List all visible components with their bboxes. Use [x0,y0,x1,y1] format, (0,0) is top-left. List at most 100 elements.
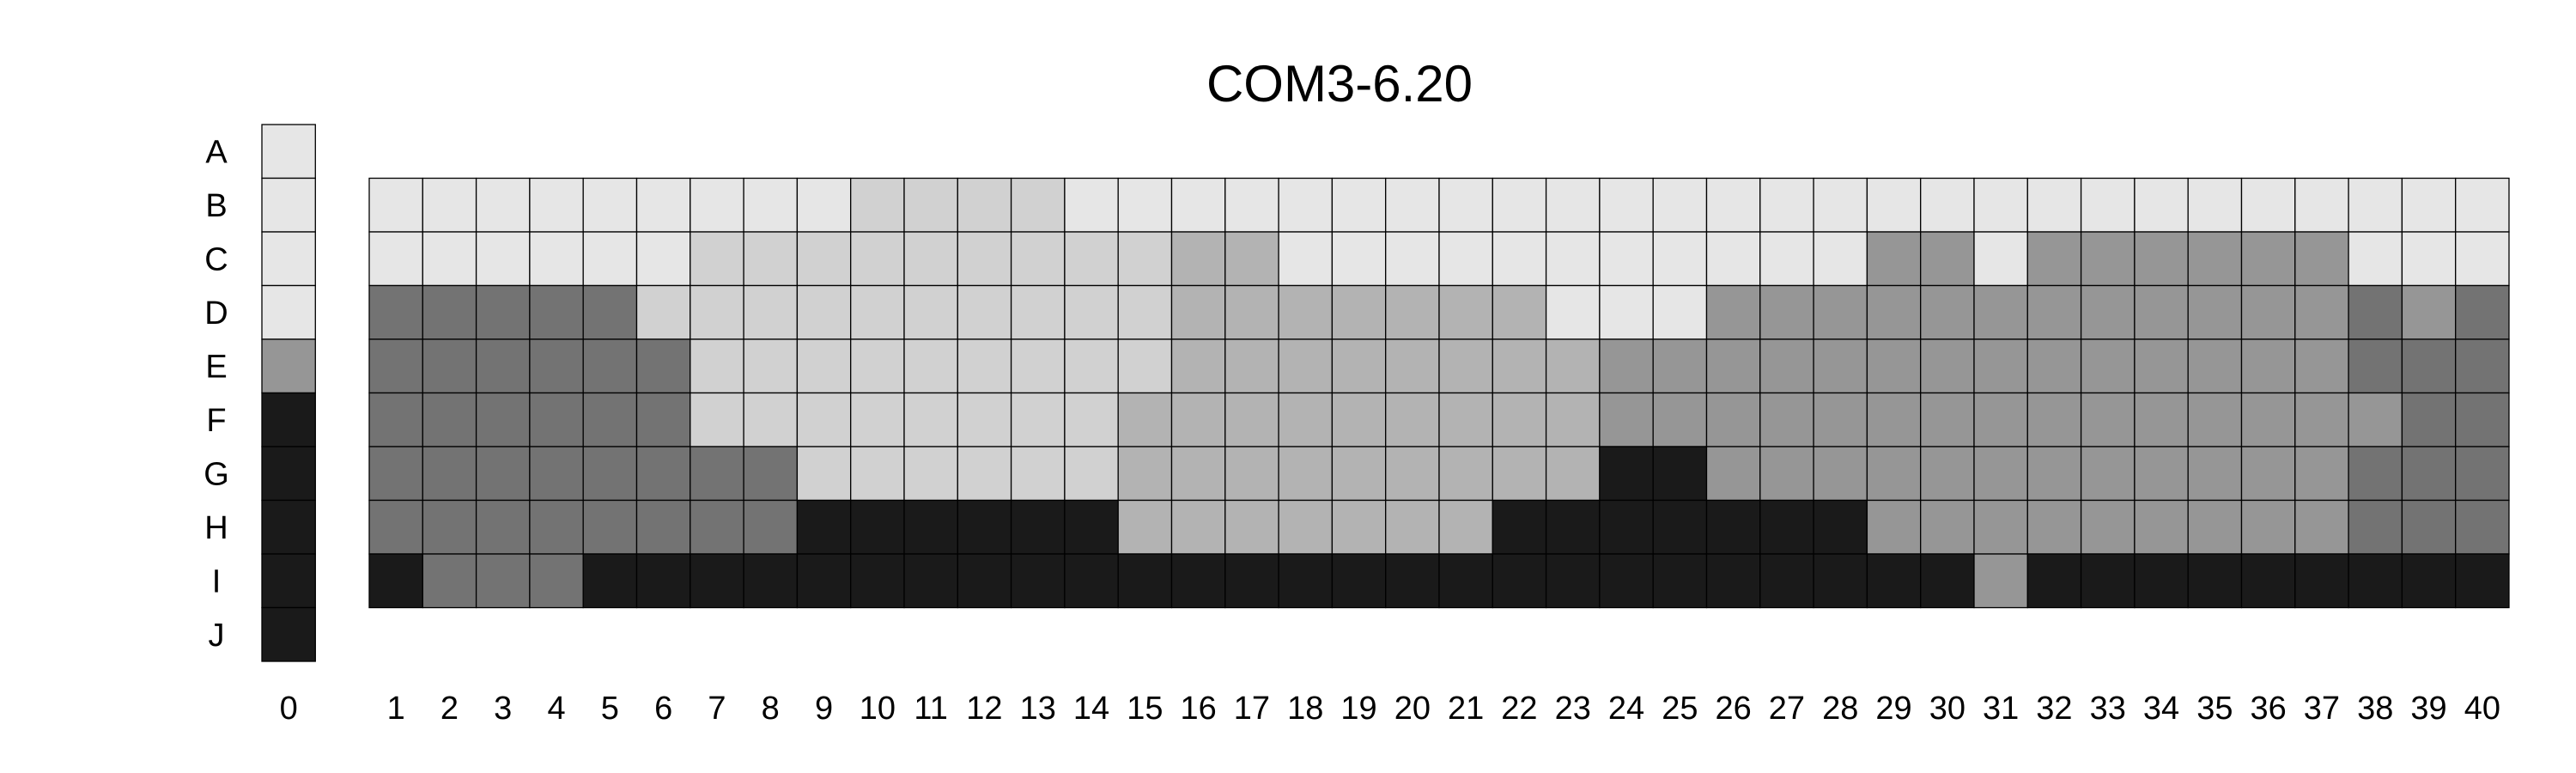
column-label-33: 33 [2090,691,2126,727]
cell-h-12 [957,499,1012,555]
cell-i-15 [1117,553,1173,609]
column-label-11: 11 [914,691,947,727]
cell-g-33 [2080,446,2136,502]
cell-d-4 [529,284,584,340]
cell-f-1 [368,392,423,447]
cell-i-5 [582,553,638,609]
cell-i-35 [2187,553,2243,609]
ref-cell-b [261,177,316,233]
cell-e-37 [2294,338,2349,394]
cell-d-9 [796,284,852,340]
cell-f-11 [903,392,958,447]
cell-h-23 [1545,499,1601,555]
cell-h-6 [635,499,691,555]
cell-g-4 [529,446,584,502]
cell-h-21 [1438,499,1493,555]
column-label-15: 15 [1127,691,1163,727]
cell-g-9 [796,446,852,502]
column-label-32: 32 [2036,691,2072,727]
cell-i-31 [1973,553,2028,609]
cell-i-9 [796,553,852,609]
cell-h-18 [1278,499,1334,555]
cell-g-22 [1492,446,1547,502]
column-label-6: 6 [654,691,672,727]
cell-f-35 [2187,392,2243,447]
cell-g-5 [582,446,638,502]
cell-h-32 [2026,499,2082,555]
column-label-26: 26 [1716,691,1752,727]
cell-b-27 [1759,177,1814,233]
cell-d-18 [1278,284,1334,340]
column-labels: 0 1 2 3 4 5 6 7 8 9 10 11 12 13 14 15 16 17 18 19 20 21 22 23 24… [280,691,2500,727]
cell-g-29 [1866,446,1922,502]
cell-i-36 [2240,553,2296,609]
cell-g-37 [2294,446,2349,502]
cell-d-33 [2080,284,2136,340]
cell-c-14 [1064,231,1119,287]
cell-h-25 [1652,499,1708,555]
cell-i-29 [1866,553,1922,609]
cell-c-7 [690,231,744,287]
cell-g-31 [1973,446,2028,502]
cell-g-30 [1920,446,1975,502]
column-label-24: 24 [1608,691,1644,727]
cell-g-36 [2240,446,2296,502]
cell-b-21 [1438,177,1493,233]
cell-b-11 [903,177,958,233]
column-label-34: 34 [2143,691,2179,727]
cell-b-40 [2455,177,2510,233]
cell-b-39 [2401,177,2457,233]
cell-f-39 [2401,392,2457,447]
cell-b-12 [957,177,1012,233]
cell-d-8 [743,284,799,340]
cell-e-29 [1866,338,1922,394]
cell-c-13 [1010,231,1066,287]
cell-h-36 [2240,499,2296,555]
cell-h-33 [2080,499,2136,555]
cell-e-7 [690,338,744,394]
cell-e-19 [1331,338,1387,394]
cell-i-28 [1813,553,1868,609]
cell-c-11 [903,231,958,287]
cell-c-29 [1866,231,1922,287]
cell-d-7 [690,284,744,340]
cell-i-24 [1599,553,1654,609]
cell-h-30 [1920,499,1975,555]
cell-e-13 [1010,338,1066,394]
cell-c-32 [2026,231,2082,287]
column-label-38: 38 [2357,691,2393,727]
cell-e-31 [1973,338,2028,394]
cell-e-12 [957,338,1012,394]
cell-i-13 [1010,553,1066,609]
cell-d-13 [1010,284,1066,340]
column-label-39: 39 [2410,691,2446,727]
cell-e-30 [1920,338,1975,394]
cell-e-14 [1064,338,1119,394]
cell-c-33 [2080,231,2136,287]
column-label-30: 30 [1929,691,1965,727]
cell-d-27 [1759,284,1814,340]
cell-h-2 [422,499,477,555]
cell-f-6 [635,392,691,447]
column-label-7: 7 [708,691,726,727]
cell-i-14 [1064,553,1119,609]
cell-i-22 [1492,553,1547,609]
cell-c-28 [1813,231,1868,287]
ref-cell-f [261,392,316,447]
cell-f-12 [957,392,1012,447]
cell-b-30 [1920,177,1975,233]
cell-b-35 [2187,177,2243,233]
row-label-f: F [206,403,226,439]
cell-i-6 [635,553,691,609]
cell-h-1 [368,499,423,555]
cell-c-38 [2348,231,2403,287]
cell-c-26 [1705,231,1761,287]
cell-c-30 [1920,231,1975,287]
cell-g-20 [1385,446,1440,502]
cell-d-11 [903,284,958,340]
cell-d-21 [1438,284,1493,340]
column-label-17: 17 [1234,691,1270,727]
cell-e-11 [903,338,958,394]
cell-b-37 [2294,177,2349,233]
cell-c-2 [422,231,477,287]
